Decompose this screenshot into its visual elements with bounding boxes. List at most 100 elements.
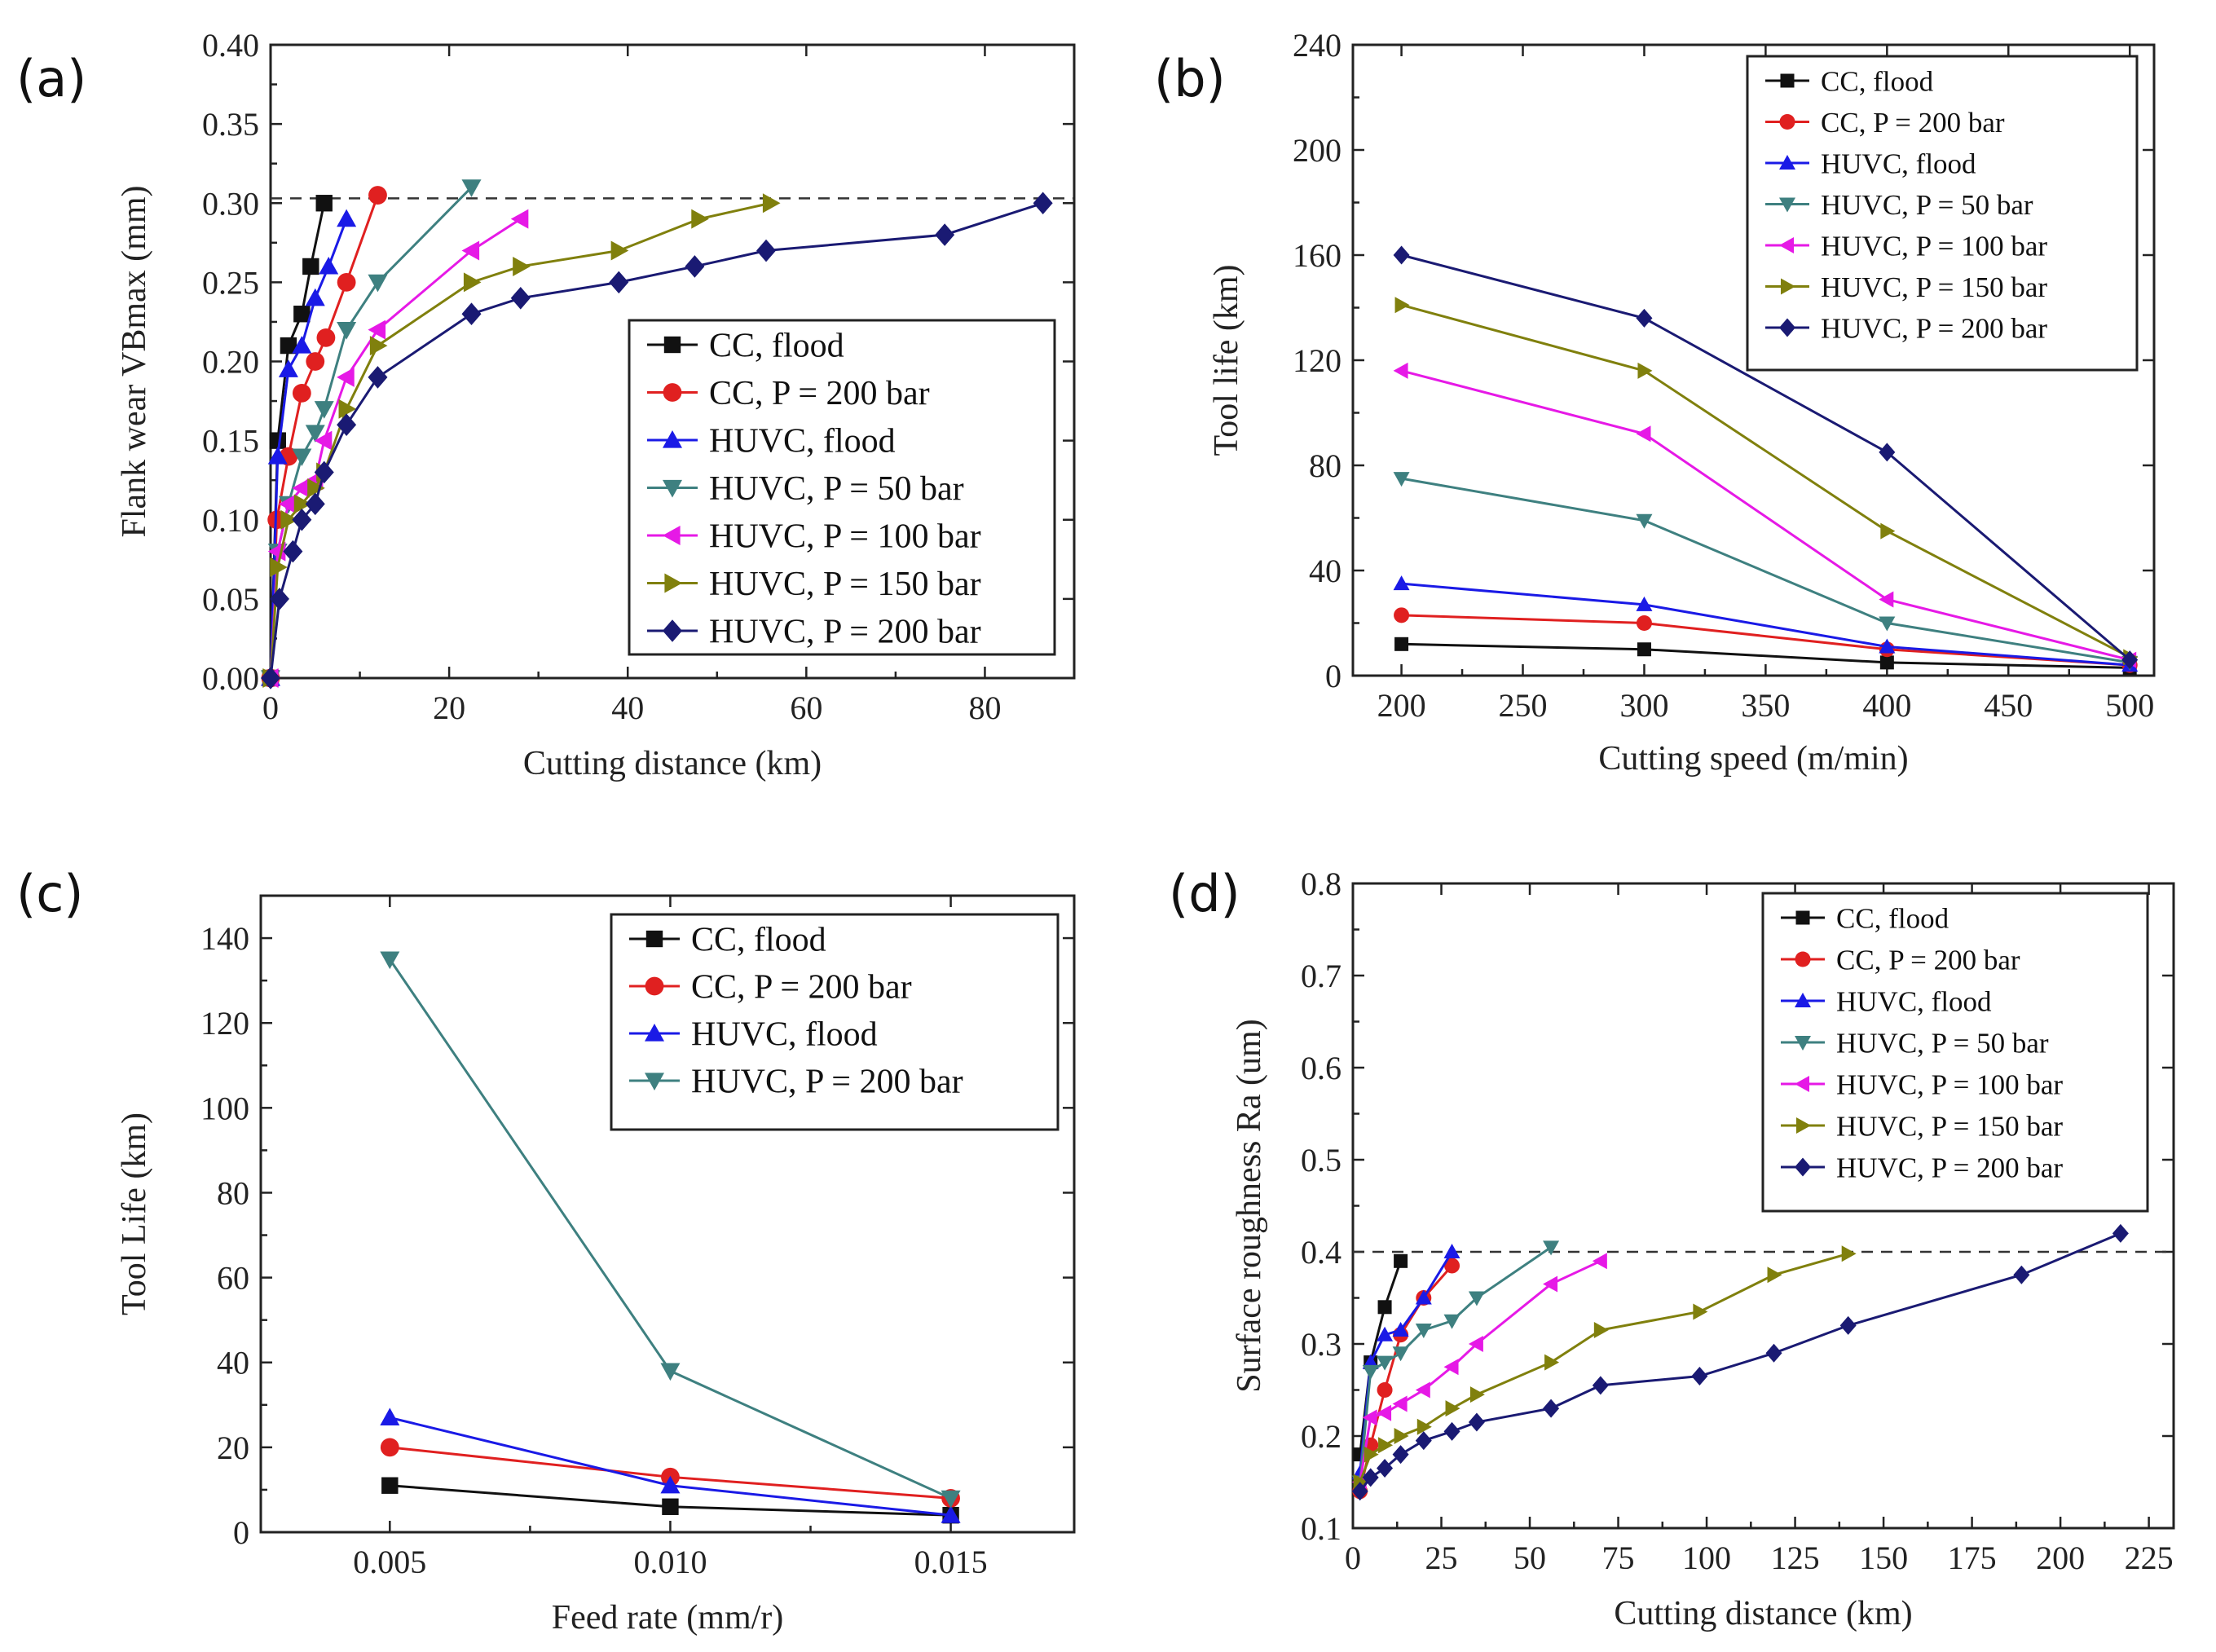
data-point	[1444, 1258, 1460, 1274]
data-point	[1765, 1343, 1782, 1363]
data-point	[267, 447, 288, 465]
legend-entry: CC, flood	[709, 328, 844, 365]
legend-entry: HUVC, P = 50 bar	[709, 470, 964, 508]
legend: CC, flood CC, P = 200 bar HUVC, flood HUVC,…	[1746, 55, 2139, 372]
y-tick-label: 80	[1309, 447, 1341, 484]
data-point	[261, 667, 280, 689]
legend-entry: CC, P = 200 bar	[1836, 944, 2020, 976]
series-2	[261, 186, 387, 688]
legend-entry: HUVC, P = 200 bar	[1836, 1152, 2063, 1183]
legend-marker	[1795, 1157, 1811, 1177]
data-point	[1377, 1459, 1394, 1478]
x-tick-label: 450	[1984, 687, 2033, 724]
legend-marker	[645, 930, 663, 948]
data-point	[292, 336, 312, 354]
legend-marker	[1780, 73, 1795, 88]
data-point	[1468, 1291, 1485, 1306]
legend-entry: CC, flood	[691, 922, 826, 959]
data-point	[1415, 1324, 1432, 1339]
data-point	[1469, 1386, 1485, 1403]
series-line	[1401, 582, 2130, 667]
data-point	[319, 256, 339, 275]
x-tick-label: 200	[1377, 687, 1426, 724]
data-point	[1394, 637, 1409, 651]
y-tick-label: 120	[1293, 342, 1341, 379]
y-tick-label: 0.7	[1301, 958, 1341, 994]
y-tick-label: 240	[1293, 27, 1341, 64]
legend: CC, flood CC, P = 200 bar HUVC, flood HUVC,…	[1761, 892, 2149, 1213]
data-point	[1636, 308, 1653, 328]
data-point	[1636, 513, 1653, 529]
data-point	[305, 492, 325, 516]
data-point	[1416, 1418, 1432, 1435]
y-tick-label: 120	[200, 1005, 249, 1042]
legend-entry: HUVC, P = 200 bar	[1821, 312, 2047, 344]
legend-entry: HUVC, flood	[1821, 148, 1976, 179]
x-tick-label: 175	[1948, 1540, 1997, 1576]
legend-entry: HUVC, P = 100 bar	[709, 518, 981, 556]
y-tick-label: 0.2	[1301, 1418, 1341, 1455]
legend-entry: HUVC, P = 50 bar	[1821, 189, 2033, 221]
legend-marker	[1779, 318, 1795, 337]
x-tick-label: 100	[1682, 1540, 1731, 1576]
y-tick-label: 0.05	[202, 581, 259, 618]
data-point	[1394, 297, 1410, 314]
y-tick-label: 0.35	[202, 106, 259, 143]
data-point	[2121, 650, 2139, 670]
x-tick-label: 40	[611, 689, 644, 726]
series-line	[1401, 614, 2130, 667]
legend-marker	[1796, 1117, 1811, 1134]
legend-marker	[645, 976, 664, 996]
legend-entry: HUVC, flood	[691, 1016, 878, 1054]
x-tick-label: 125	[1771, 1540, 1820, 1576]
data-point	[269, 432, 286, 449]
y-axis-label: Tool life (km)	[1208, 265, 1245, 456]
x-tick-label: 300	[1619, 687, 1668, 724]
legend-entry: HUVC, P = 150 bar	[709, 566, 981, 603]
chart-panel-4: (d) 0.1 0.2 0.3 0.4 0.5 0.6 0.7 0.8 0 25 50 75 100 125…	[1169, 864, 2175, 1632]
data-point	[1362, 1364, 1379, 1380]
data-point	[1636, 425, 1651, 443]
x-tick-label: 25	[1425, 1540, 1458, 1576]
data-point	[935, 223, 955, 246]
data-point	[1415, 1381, 1430, 1399]
legend-marker	[1795, 993, 1811, 1007]
panel-label: (d)	[1169, 864, 1240, 923]
x-tick-label: 20	[433, 689, 465, 726]
legend-entry: HUVC, P = 50 bar	[1836, 1027, 2049, 1059]
legend-entry: HUVC, P = 200 bar	[691, 1064, 963, 1101]
data-point	[380, 1408, 400, 1426]
x-axis-label: Feed rate (mm/r)	[552, 1599, 784, 1637]
series-4	[1393, 472, 2139, 671]
data-point	[302, 258, 319, 275]
data-point	[1394, 1253, 1408, 1268]
panel-label: (a)	[16, 49, 86, 108]
x-tick-label: 0.005	[353, 1544, 426, 1580]
series-line	[269, 195, 379, 679]
data-point	[1393, 575, 1410, 591]
data-point	[1377, 1404, 1392, 1421]
data-point	[1392, 1346, 1409, 1362]
x-tick-label: 50	[1513, 1540, 1546, 1576]
data-point	[381, 1477, 399, 1494]
data-point	[337, 413, 357, 436]
series-line	[269, 218, 522, 679]
data-point	[1592, 1253, 1607, 1270]
chart-panel-3: (c) 0 20 40 60 80 100 120 140 0.005 0.010 0.015 Feed…	[16, 864, 1076, 1637]
y-tick-label: 60	[217, 1260, 249, 1297]
legend-marker	[645, 1073, 664, 1090]
legend-entry: HUVC, flood	[1836, 985, 1992, 1017]
panel-label: (c)	[16, 864, 83, 923]
series-2	[380, 1438, 960, 1508]
data-point	[293, 494, 312, 514]
data-point	[2013, 1265, 2030, 1284]
data-point	[337, 322, 357, 340]
series-7	[1393, 245, 2139, 670]
series-3	[380, 1408, 961, 1523]
data-point	[1445, 1400, 1460, 1417]
data-point	[307, 478, 325, 498]
legend: CC, flood CC, P = 200 bar HUVC, flood HUVC,…	[628, 319, 1056, 656]
data-point	[1468, 1412, 1485, 1432]
data-point	[292, 448, 312, 467]
